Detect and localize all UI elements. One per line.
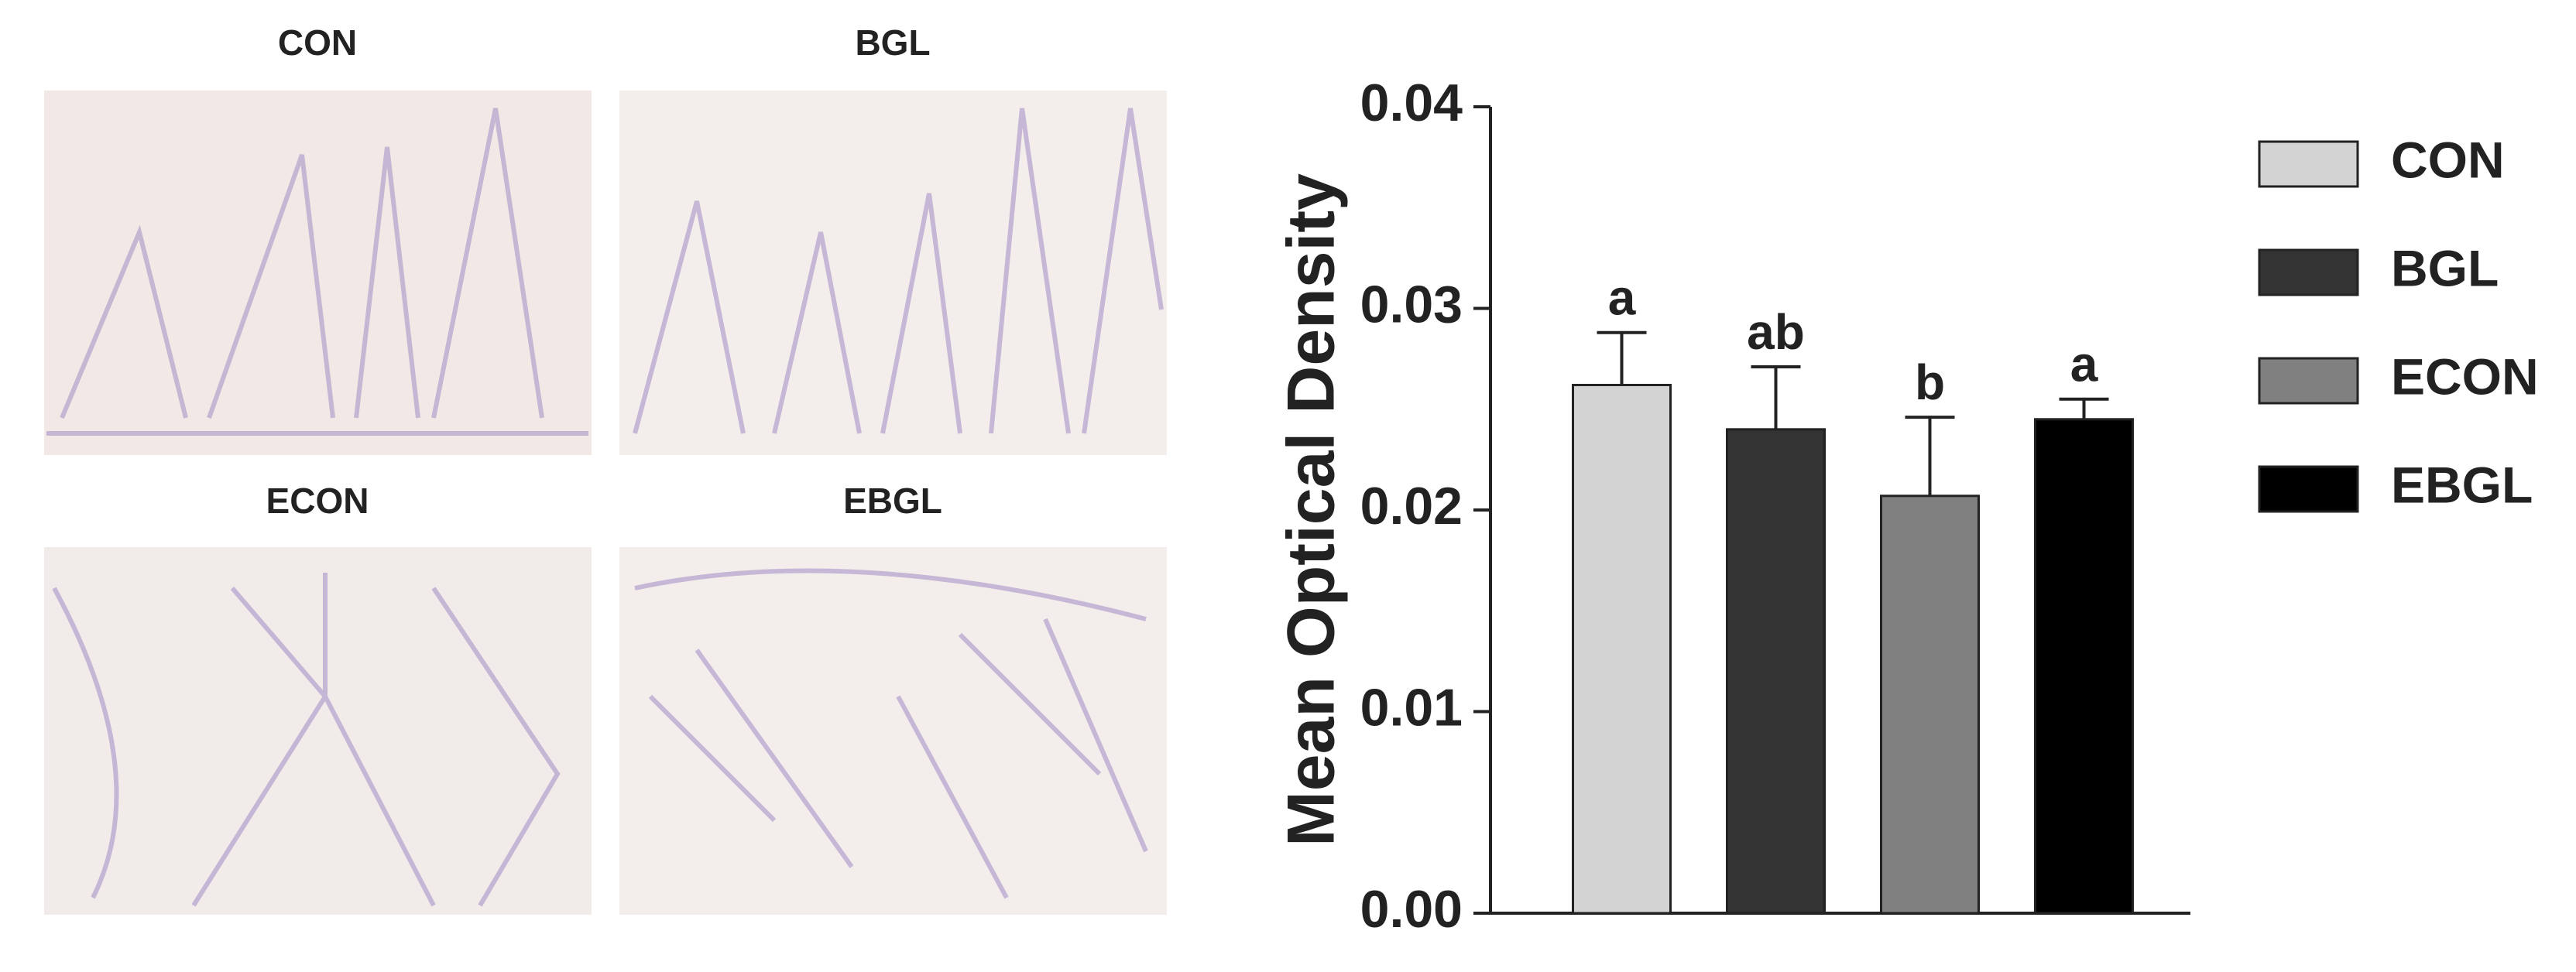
tissue — [52, 573, 561, 907]
bar — [1726, 428, 1826, 915]
legend-swatch — [2258, 465, 2359, 513]
legend-swatch — [2258, 140, 2359, 188]
panel-label: ECON — [266, 481, 369, 521]
significance-letter: a — [2070, 337, 2098, 392]
panel-label: EBGL — [843, 481, 942, 521]
tissue — [46, 108, 588, 436]
significance-letter: ab — [1747, 304, 1805, 360]
tissue — [634, 568, 1148, 899]
legend-swatch — [2258, 248, 2359, 296]
significance-letter: b — [1915, 354, 1945, 410]
micrograph — [619, 547, 1167, 915]
y-tick-label: 0.01 — [1360, 678, 1463, 737]
micrograph — [619, 91, 1167, 455]
legend-label: EBGL — [2391, 456, 2533, 513]
y-axis-label: Mean Optical Density — [1274, 173, 1349, 847]
significance-letter: a — [1608, 270, 1636, 326]
tissue — [633, 108, 1164, 434]
legend-label: ECON — [2391, 347, 2539, 405]
y-tick-label: 0.02 — [1360, 477, 1463, 536]
panel-label: BGL — [855, 22, 930, 63]
bar — [2034, 418, 2134, 915]
panel-label: CON — [278, 22, 357, 63]
y-tick-label: 0.04 — [1360, 74, 1463, 132]
legend-swatch — [2258, 357, 2359, 405]
bar — [1880, 495, 1980, 915]
micrographs: CON BGL ECON EBGL — [44, 22, 1167, 915]
y-tick-label: 0.00 — [1360, 880, 1463, 939]
legend-label: CON — [2391, 131, 2505, 188]
micrograph — [44, 547, 592, 915]
bar — [1572, 383, 1672, 915]
y-tick-label: 0.03 — [1360, 275, 1463, 334]
legend-label: BGL — [2391, 239, 2499, 296]
